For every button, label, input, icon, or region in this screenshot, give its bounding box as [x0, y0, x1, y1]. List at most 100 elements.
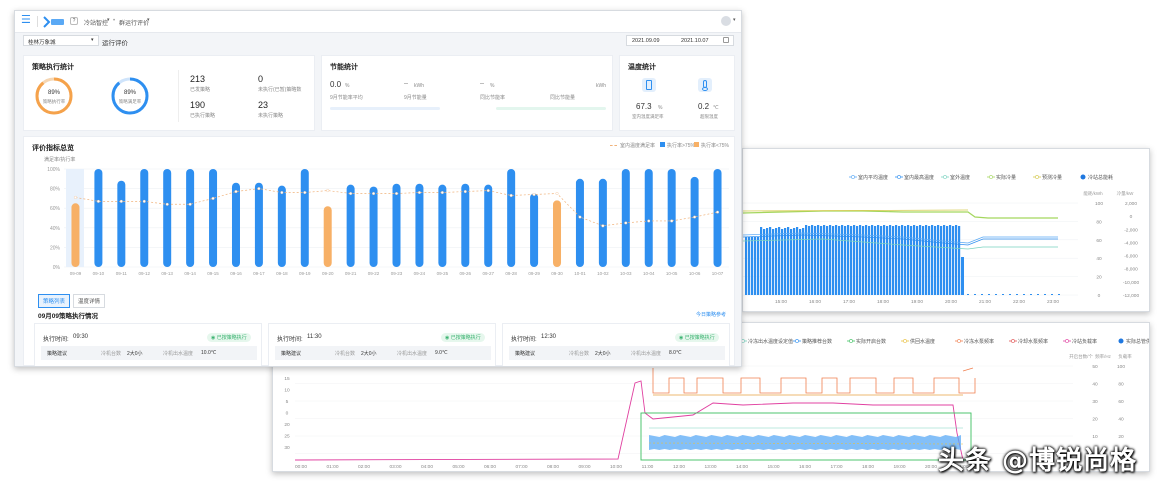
logo-icon	[43, 16, 64, 28]
bar	[713, 169, 722, 267]
point	[624, 221, 628, 225]
divider	[178, 70, 179, 122]
point	[532, 193, 536, 196]
y-tick-label: 5	[286, 399, 289, 405]
time-value: 12:30	[541, 334, 557, 340]
stat-label: 未执行策略	[258, 113, 284, 119]
bar	[814, 226, 817, 295]
y-tick-label: -12,000	[1123, 293, 1140, 299]
progress-track	[496, 107, 606, 110]
bar	[961, 257, 964, 295]
point	[395, 192, 398, 195]
bar	[745, 237, 748, 295]
x-tick-label: 09-20	[322, 271, 334, 276]
legend-item: 执行率<75%	[701, 143, 729, 149]
date-range-picker[interactable]: 2021.09.09 2021.10.07	[626, 35, 734, 46]
calendar-icon[interactable]	[723, 37, 729, 43]
bar	[346, 184, 355, 267]
x-tick-label: 21:00	[979, 299, 991, 305]
bar	[835, 225, 838, 295]
legend-swatch	[897, 175, 901, 179]
strategy-row: 策略建议 冷机台数 2大0小 冷机出水温度 10.0℃	[41, 346, 257, 360]
bar	[910, 226, 913, 295]
x-tick-label: 10-01	[574, 271, 586, 276]
x-tick-label: 09-29	[528, 271, 540, 276]
bar	[1044, 294, 1046, 295]
stat-unit: %	[345, 83, 350, 89]
time-label: 执行时间:	[277, 337, 303, 343]
bar	[826, 226, 829, 295]
strategy-row: 策略建议 冷机台数 2大0小 冷机出水温度 8.0℃	[509, 346, 725, 360]
legend-swatch	[1118, 338, 1124, 344]
page-title: 运行评价	[102, 40, 128, 47]
legend-swatch	[694, 142, 699, 147]
bar	[934, 226, 937, 295]
x-tick-label: 07:00	[515, 464, 527, 470]
bar	[392, 183, 401, 267]
bar	[805, 225, 808, 295]
series-line	[962, 367, 974, 372]
strategy-card[interactable]: 执行时间: 12:30 ◉ 已按策略执行 策略建议 冷机台数 2大0小 冷机出水…	[502, 323, 730, 366]
x-tick-label: 20:00	[945, 299, 957, 305]
card-title: 温度统计	[628, 64, 656, 71]
stat-label: 9月节能率平均	[330, 95, 363, 101]
status-badge: ◉ 已按策略执行	[441, 333, 485, 342]
y-tick-label: 0	[1098, 293, 1101, 299]
stat-value: 67.3	[636, 102, 652, 111]
time-value: 11:30	[307, 334, 322, 340]
x-tick-label: 17:00	[843, 299, 855, 305]
tab-temperature-detail[interactable]: 温度详情	[73, 294, 106, 308]
legend-swatch	[660, 142, 665, 147]
project-select[interactable]: 桂林万象城 ▾	[23, 35, 99, 46]
top-bar: ☰ ? 冷站智控 ▾ • 群运行评价 ▾ ▾	[15, 11, 741, 33]
x-tick-label: 22:00	[1013, 299, 1025, 305]
badge-text: 已按策略执行	[684, 335, 715, 341]
bar	[778, 227, 781, 295]
x-tick-label: 09-24	[414, 271, 426, 276]
series-line	[743, 232, 1058, 244]
bar	[808, 226, 811, 295]
bar	[958, 226, 961, 295]
chevron-down-icon[interactable]: ▾	[733, 17, 736, 23]
bar	[943, 225, 946, 295]
legend-item: 冷站总能耗	[1088, 174, 1113, 181]
chevron-down-icon[interactable]: ▾	[107, 17, 110, 23]
avatar[interactable]	[721, 16, 731, 26]
y-tick-label: 100	[1117, 364, 1125, 370]
status-badge: ◉ 已按策略执行	[207, 333, 251, 342]
bar	[865, 225, 868, 295]
tab-strategy-list[interactable]: 策略列表	[38, 294, 71, 308]
help-icon[interactable]: ?	[70, 17, 78, 25]
breadcrumb-item-1[interactable]: 冷站智控	[84, 21, 109, 27]
bar	[892, 226, 895, 295]
breadcrumb-item-2[interactable]: 群运行评价	[119, 21, 150, 27]
point	[211, 196, 215, 200]
x-tick-label: 09-16	[230, 271, 242, 276]
stat-unit: kWh	[414, 83, 424, 89]
strategy-card[interactable]: 执行时间: 11:30 ◉ 已按策略执行 策略建议 冷机台数 2大0小 冷机出水…	[268, 323, 496, 366]
date-start[interactable]: 2021.09.09	[632, 38, 660, 44]
bar	[1002, 294, 1004, 295]
bar	[790, 229, 793, 295]
bar	[461, 183, 470, 267]
chevron-down-icon[interactable]: ▾	[147, 17, 150, 23]
date-end[interactable]: 2021.10.07	[681, 38, 709, 44]
check-icon: ◉	[445, 335, 451, 341]
bar	[877, 225, 880, 295]
bar	[793, 228, 796, 295]
field-label: 冷机台数	[101, 351, 122, 357]
bar	[844, 226, 847, 295]
menu-icon[interactable]: ☰	[21, 14, 31, 26]
strategy-reference-link[interactable]: 今日策略参考	[696, 312, 727, 318]
x-tick-label: 11:00	[642, 464, 654, 470]
bar	[796, 227, 799, 295]
bar	[862, 226, 865, 295]
bar	[811, 225, 814, 295]
card-title: 策略执行统计	[32, 64, 74, 71]
strategy-card[interactable]: 执行时间: 09:30 ◉ 已按策略执行 策略建议 冷机台数 2大0小 冷机出水…	[34, 323, 262, 366]
bar	[1016, 294, 1018, 295]
bar	[880, 226, 883, 295]
x-tick-label: 01:00	[326, 464, 338, 470]
